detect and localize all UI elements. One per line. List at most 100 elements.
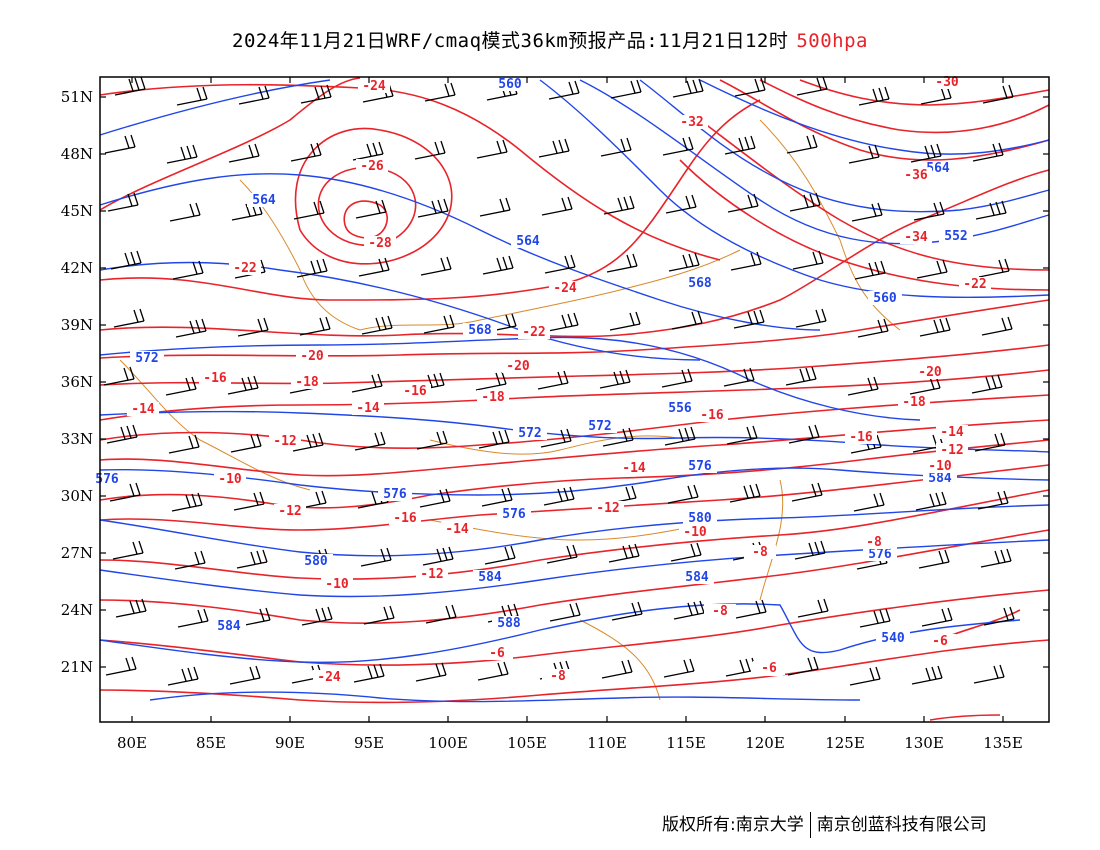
height-contours — [99, 79, 1050, 703]
temperature-contour — [99, 589, 1050, 666]
temperature-label-bg — [753, 661, 785, 675]
temperature-contour — [99, 529, 1050, 624]
boundary-line — [579, 619, 661, 701]
wind-barb — [974, 432, 1006, 452]
wind-barb — [114, 76, 146, 96]
lon-label: 120E — [745, 734, 785, 752]
temperature-label: -18 — [902, 395, 926, 410]
wind-barb — [918, 549, 950, 569]
wind-barb — [729, 483, 761, 503]
wind-barb — [112, 540, 144, 560]
temperature-label: -14 — [622, 461, 646, 476]
wind-barb — [547, 312, 579, 332]
wind-barb — [921, 607, 953, 627]
temperature-contour — [99, 299, 1050, 359]
temperature-contour — [99, 489, 1050, 580]
temperature-label: -30 — [935, 75, 959, 90]
temperature-label: -10 — [218, 472, 242, 487]
height-label-bg — [876, 631, 910, 645]
temperature-label: -6 — [489, 646, 505, 661]
height-contour — [149, 691, 861, 703]
temperature-label-bg — [549, 281, 581, 295]
temperature-label-bg — [358, 79, 390, 93]
temperature-contour — [99, 419, 1050, 477]
wind-barb — [351, 373, 383, 393]
height-contour — [699, 79, 1050, 155]
height-label-bg — [473, 570, 507, 584]
temperature-label: -20 — [300, 349, 324, 364]
wind-barb — [115, 598, 147, 618]
wind-barb — [171, 492, 203, 512]
wind-barb — [601, 659, 633, 679]
height-label: 576 — [502, 507, 526, 522]
wind-barb — [423, 314, 455, 334]
temperature-label: -18 — [481, 390, 505, 405]
wind-barb — [414, 140, 446, 160]
height-label: 572 — [588, 419, 611, 434]
wind-barb — [168, 434, 200, 454]
height-label-bg — [923, 471, 957, 485]
temperature-label: -14 — [445, 522, 469, 537]
wind-barb — [165, 376, 197, 396]
temperature-label-bg — [214, 472, 246, 486]
temperature-label-bg — [321, 577, 353, 591]
temperature-label-bg — [229, 261, 261, 275]
temperature-label: -22 — [522, 325, 545, 340]
temperature-contour — [99, 369, 1050, 421]
height-label: 584 — [478, 570, 502, 585]
height-label-bg — [493, 77, 527, 91]
wind-barb — [299, 316, 331, 336]
temperature-label-bg — [291, 375, 323, 389]
wind-barb — [228, 143, 260, 163]
temperature-label: -34 — [904, 230, 928, 245]
temperature-label: -12 — [420, 567, 443, 582]
wind-barb — [787, 656, 819, 676]
temperature-label-bg — [858, 535, 890, 549]
wind-barb — [670, 542, 702, 562]
copyright-right: 南京创蓝科技有限公司 — [816, 815, 987, 835]
temperature-label: -10 — [325, 577, 349, 592]
lon-label: 110E — [587, 734, 627, 752]
lon-label: 125E — [825, 734, 865, 752]
temperature-contours — [99, 77, 1050, 721]
temperature-label-bg — [502, 359, 534, 373]
wind-barb — [795, 308, 827, 328]
wind-barb — [847, 376, 879, 396]
contour-labels: 560 564 564 568 568 572 572 576 576 576 580 584 584 5… — [90, 75, 991, 685]
wind-barb — [107, 192, 139, 212]
temperature-label: -12 — [273, 434, 296, 449]
temperature-label: -12 — [940, 443, 963, 458]
temperature-contour — [759, 79, 1050, 134]
temperature-contour — [317, 166, 417, 247]
wind-barb — [611, 601, 643, 621]
height-label: 584 — [217, 619, 241, 634]
height-label: 568 — [468, 323, 492, 338]
wind-barb — [794, 540, 826, 560]
temperature-label: -14 — [940, 425, 964, 440]
lon-label: 80E — [117, 734, 147, 752]
wind-barb — [544, 254, 576, 274]
temperature-label-bg — [898, 395, 930, 409]
wind-barb — [360, 547, 392, 567]
temperature-label-bg — [389, 511, 421, 525]
temperature-label-bg — [924, 634, 956, 648]
wind-barb — [980, 548, 1012, 568]
temperature-label: -6 — [932, 634, 948, 649]
wind-barb — [479, 197, 511, 217]
height-label: 576 — [95, 472, 119, 487]
wind-barb — [848, 144, 880, 164]
wind-barb — [230, 433, 262, 453]
wind-barb — [664, 426, 696, 446]
wind-barb — [671, 310, 703, 330]
wind-barb — [353, 663, 385, 683]
boundary-line — [359, 249, 741, 331]
wind-barb — [913, 201, 945, 221]
height-contour — [99, 504, 1050, 557]
copyright-separator — [809, 812, 811, 838]
lon-label: 100E — [428, 734, 468, 752]
height-contour — [99, 79, 331, 136]
wind-barb — [292, 432, 324, 452]
temperature-label: -26 — [360, 159, 384, 174]
wind-barb — [978, 258, 1010, 278]
